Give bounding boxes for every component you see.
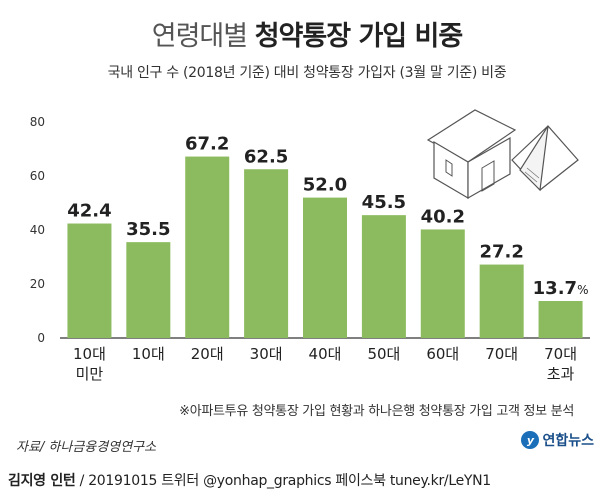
value-label: 13.7%	[533, 278, 589, 299]
y-tick-label: 80	[30, 115, 45, 129]
x-tick-label: 20대	[191, 345, 224, 363]
value-label: 52.0	[303, 175, 347, 196]
value-labels-group: 42.4 35.5 67.2 62.5 52.0 45.5 40.2 27.2 13.7%	[67, 134, 588, 299]
bar	[361, 215, 406, 338]
bar-chart: 0 20 40 60 80 42.4 35.5 67.2 62.5 52.0 45.5 40.2 27…	[30, 109, 590, 383]
x-tick-label: 초과	[547, 365, 575, 383]
x-tick-label: 70대	[544, 345, 577, 363]
x-tick-label: 10대	[132, 345, 165, 363]
x-tick-label: 30대	[250, 345, 283, 363]
bar	[126, 242, 171, 338]
x-tick-label: 10대	[73, 345, 106, 363]
bar	[420, 229, 465, 338]
x-tick-label: 60대	[426, 345, 459, 363]
footnote: ※아파트투유 청약통장 가입 현황과 하나은행 청약통장 가입 고객 정보 분석	[179, 404, 574, 419]
house-illustration	[426, 109, 579, 200]
value-label: 27.2	[479, 242, 523, 263]
bars-group	[67, 156, 583, 338]
y-tick-label: 0	[37, 331, 45, 345]
chart-subtitle: 국내 인구 수 (2018년 기준) 대비 청약통장 가입자 (3월 말 기준)…	[107, 65, 507, 81]
value-label: 35.5	[126, 219, 170, 240]
bar	[303, 197, 347, 338]
y-tick-label: 40	[30, 223, 45, 237]
value-unit: %	[577, 283, 588, 297]
source-note: 자료/ 하나금융경영연구소	[16, 440, 157, 455]
credit-rest: / 20191015 트위터 @yonhap_graphics 페이스북 tun…	[75, 473, 492, 489]
title-light: 연령대별	[151, 21, 255, 52]
bar	[479, 264, 524, 338]
x-tick-label: 미만	[76, 365, 104, 383]
x-tick-label: 70대	[485, 345, 518, 363]
value-label: 40.2	[421, 206, 465, 227]
value-label: 67.2	[185, 134, 229, 155]
value-label: 62.5	[244, 146, 288, 167]
credit-name: 김지영 인턴	[8, 473, 76, 489]
x-tick-label: 40대	[309, 345, 342, 363]
title-bold: 청약통장 가입 비중	[254, 21, 464, 52]
y-tick-label: 60	[30, 169, 45, 183]
x-tick-label: 50대	[367, 345, 400, 363]
bar	[244, 169, 289, 338]
value-label: 42.4	[67, 201, 111, 222]
bar	[538, 301, 583, 338]
bar	[67, 223, 112, 338]
logo-text: 연합뉴스	[542, 433, 594, 449]
yonhap-logo-icon: y	[521, 431, 540, 449]
value-label: 45.5	[362, 192, 406, 213]
y-tick-label: 20	[30, 277, 45, 291]
bar	[185, 156, 230, 338]
chart-title: 연령대별 청약통장 가입 비중	[0, 14, 614, 53]
yonhap-logo: y 연합뉴스	[521, 430, 594, 450]
credit-line: 김지영 인턴 / 20191015 트위터 @yonhap_graphics 페…	[8, 470, 491, 490]
